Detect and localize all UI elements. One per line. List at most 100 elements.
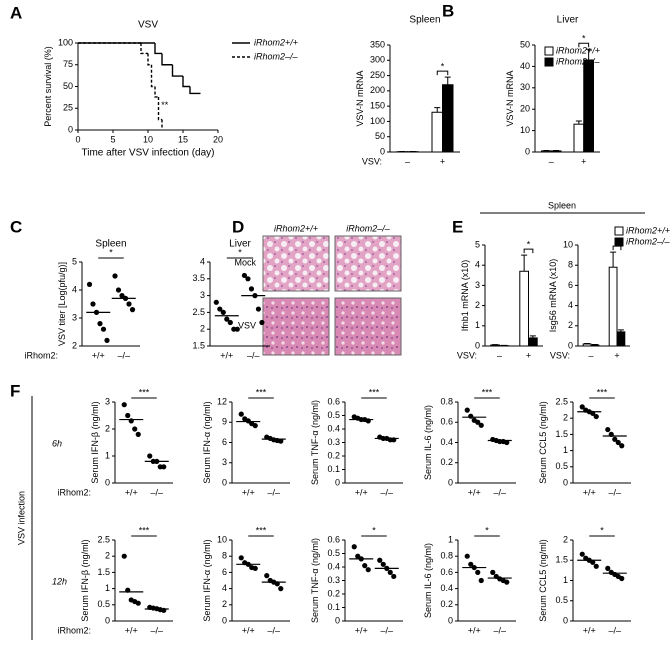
dot [264, 573, 270, 579]
chart-title: Spleen [409, 15, 440, 26]
x-tick-label: +/+ [583, 625, 596, 635]
x-tick-label: –/– [609, 487, 622, 497]
dot [119, 293, 125, 299]
y-tick-label: 8 [222, 551, 227, 561]
survival-step [182, 76, 190, 88]
dot [238, 411, 244, 417]
x-tick-label: +/+ [125, 625, 138, 635]
dot [112, 273, 118, 279]
y-tick-label: 50 [63, 81, 73, 91]
x-tick-label: 5 [110, 134, 115, 144]
x-tick-label: + [526, 350, 531, 360]
panel-label: A [10, 3, 22, 22]
dot [129, 307, 136, 313]
x-tick-label: –/– [494, 487, 507, 497]
legend-label: iRhom2+/+ [254, 37, 298, 47]
y-tick-label: 0.4 [440, 437, 453, 447]
y-tick-label: 8 [568, 260, 573, 270]
y-tick-label: 4 [568, 300, 573, 310]
dot [241, 272, 248, 279]
y-tick-label: 30 [520, 82, 530, 92]
dot [97, 321, 103, 327]
y-tick-label: 10 [217, 534, 227, 544]
annotation: *** [256, 387, 267, 397]
error-bar [575, 120, 582, 125]
dot [245, 418, 251, 424]
y-axis-label: Percent survival (%) [43, 46, 53, 127]
significance-bracket [612, 245, 622, 251]
y-tick-label: 3 [72, 312, 77, 322]
dot [365, 567, 371, 573]
dot [468, 561, 474, 567]
panel-label: C [10, 217, 22, 236]
legend-label: iRhom2+/+ [626, 225, 670, 235]
group-label: VSV infection [16, 491, 26, 545]
x-axis-label: VSV: [457, 350, 477, 360]
y-tick-label: 0 [105, 615, 110, 625]
annotation: *** [482, 387, 493, 397]
dot [612, 436, 618, 442]
y-tick-label: 2 [563, 413, 568, 423]
bar [442, 84, 454, 153]
significance-bracket [578, 42, 590, 48]
dot [252, 565, 258, 571]
image [262, 297, 330, 356]
dot [86, 281, 93, 287]
x-tick-label: – [549, 156, 554, 166]
y-tick-label: 75 [63, 59, 73, 69]
dot [245, 276, 251, 282]
y-axis-label: Serum IL-6 (ng/ml) [423, 405, 433, 480]
error-bar [529, 335, 536, 338]
y-tick-label: 0.5 [327, 410, 340, 420]
y-tick-label: 0.6 [327, 396, 340, 406]
survival-step [140, 43, 148, 55]
y-tick-label: 4 [72, 284, 77, 294]
y-tick-label: 0 [525, 146, 530, 156]
x-tick-label: –/– [381, 487, 394, 497]
dot [362, 563, 368, 569]
dot [605, 565, 611, 571]
y-tick-label: 0 [475, 340, 480, 350]
dot [615, 439, 621, 446]
y-tick-label: 4 [200, 256, 205, 266]
y-tick-label: 0 [568, 340, 573, 350]
y-tick-label: 0 [105, 477, 110, 487]
row-label: Mock [234, 257, 256, 267]
y-tick-label: 9 [222, 417, 227, 427]
y-tick-label: 0 [563, 477, 568, 487]
y-tick-label: 3 [200, 290, 205, 300]
legend-swatch [614, 226, 624, 236]
y-axis-label: Serum CCL5 (ng/ml) [538, 539, 548, 622]
x-tick-label: 15 [178, 134, 188, 144]
y-tick-label: 12 [217, 396, 227, 406]
dot [504, 439, 510, 446]
panel-label: F [10, 381, 20, 400]
annotation: * [582, 34, 586, 44]
y-tick-label: 1 [105, 583, 110, 593]
legend-swatch [544, 46, 554, 56]
y-axis-label: Serum TNF-α (ng/ml) [310, 400, 320, 485]
y-tick-label: 4 [222, 583, 227, 593]
y-axis-label: VSV-N mRNA [505, 70, 515, 126]
dot [355, 553, 361, 559]
y-tick-label: 0.2 [440, 599, 453, 609]
x-tick-label: –/– [151, 487, 164, 497]
y-tick-label: 2 [105, 423, 110, 433]
dot [351, 544, 357, 550]
dot [126, 301, 132, 307]
annotation: *** [256, 525, 267, 535]
y-tick-label: 2 [222, 599, 227, 609]
y-tick-label: 10 [563, 239, 573, 249]
x-tick-label: 20 [213, 134, 223, 144]
dot [135, 600, 141, 606]
y-tick-label: 0 [335, 477, 340, 487]
legend-label: iRhom2+/+ [556, 45, 600, 55]
annotation: * [441, 61, 445, 71]
y-axis-label: Serum CCL5 (ng/ml) [538, 401, 548, 484]
bar [616, 331, 626, 347]
row-label: 6h [52, 438, 62, 448]
panel-label: E [452, 217, 463, 236]
row-label: 12h [52, 576, 67, 586]
y-tick-label: 3 [105, 396, 110, 406]
